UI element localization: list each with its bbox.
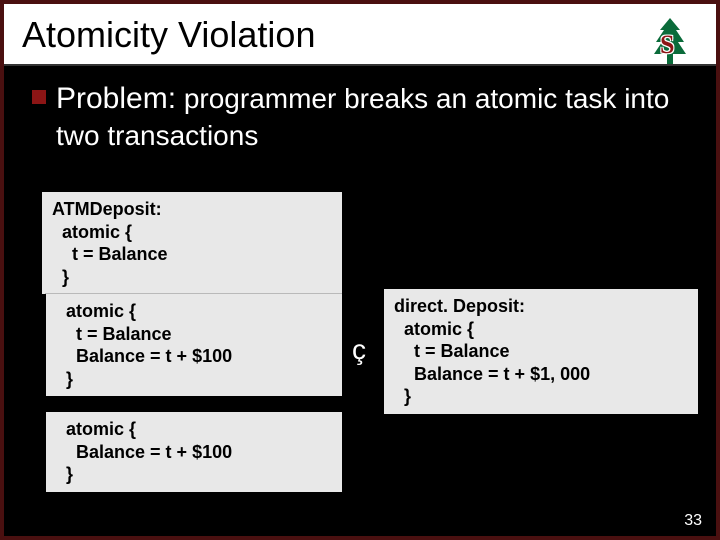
code-box-direct-deposit: direct. Deposit: atomic { t = Balance Ba…: [384, 289, 698, 414]
code-box-atm-write: atomic { t = Balance Balance = t + $100 …: [46, 294, 342, 396]
page-number: 33: [684, 512, 702, 530]
logo-letter: S: [660, 30, 674, 60]
problem-text: Problem: programmer breaks an atomic tas…: [56, 80, 688, 153]
problem-label: Problem:: [56, 82, 176, 115]
code-box-atm-write2: atomic { Balance = t + $100 }: [46, 412, 342, 492]
slide-title: Atomicity Violation: [22, 14, 698, 56]
bullet-item: Problem: programmer breaks an atomic tas…: [32, 80, 688, 153]
bullet-square-icon: [32, 90, 46, 104]
interleave-arrow-icon: ç: [352, 334, 366, 366]
stanford-logo: S: [650, 16, 690, 70]
slide-frame: Atomicity Violation S Problem: programme…: [0, 0, 720, 540]
title-bar: Atomicity Violation: [4, 4, 716, 66]
code-box-atm-read: ATMDeposit: atomic { t = Balance }: [42, 192, 342, 294]
